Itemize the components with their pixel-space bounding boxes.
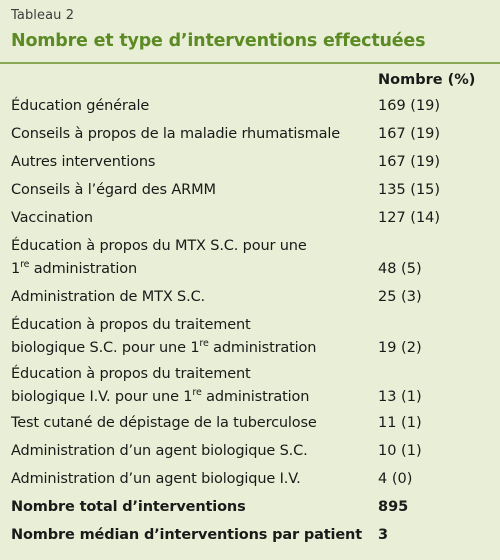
row-value: 4 (0) <box>378 471 413 487</box>
title-divider <box>0 62 500 64</box>
row-value: 13 (1) <box>378 389 422 405</box>
row-value: 11 (1) <box>378 415 422 431</box>
row-value: 169 (19) <box>378 98 441 114</box>
row-label: Nombre total d’interventions <box>11 499 246 515</box>
row-label: Éducation à propos du MTX S.C. pour une … <box>11 235 371 281</box>
row-label-line1: Éducation à propos du traitement <box>11 317 251 333</box>
row-value: 167 (19) <box>378 154 441 170</box>
row-label: Autres interventions <box>11 154 156 170</box>
column-header-nombre: Nombre (%) <box>378 72 476 88</box>
row-label-line2: 1re administration <box>11 259 138 277</box>
row-value: 19 (2) <box>378 340 422 356</box>
table-title: Nombre et type d’interventions effectuée… <box>11 31 426 51</box>
row-value: 3 <box>378 527 389 543</box>
row-label: Conseils à l’égard des ARMM <box>11 182 216 198</box>
row-label: Éducation à propos du traitement biologi… <box>11 363 371 409</box>
row-label: Administration d’un agent biologique I.V… <box>11 471 301 487</box>
row-value: 10 (1) <box>378 443 422 459</box>
row-label: Nombre médian d’interventions par patien… <box>11 527 363 543</box>
row-value: 48 (5) <box>378 261 422 277</box>
row-label-line2: biologique S.C. pour une 1re administrat… <box>11 338 317 356</box>
row-label: Éducation à propos du traitement biologi… <box>11 314 371 360</box>
row-label: Vaccination <box>11 210 93 226</box>
row-label: Test cutané de dépistage de la tuberculo… <box>11 415 317 431</box>
row-value: 135 (15) <box>378 182 441 198</box>
row-value: 895 <box>378 499 409 515</box>
row-label: Conseils à propos de la maladie rhumatis… <box>11 126 341 142</box>
row-value: 167 (19) <box>378 126 441 142</box>
row-label-line1: Éducation à propos du traitement <box>11 366 251 382</box>
row-label: Éducation générale <box>11 98 150 114</box>
table-label: Tableau 2 <box>11 8 75 23</box>
row-value: 25 (3) <box>378 289 422 305</box>
row-label-line2: biologique I.V. pour une 1re administrat… <box>11 387 310 405</box>
row-value: 127 (14) <box>378 210 441 226</box>
row-label-line1: Éducation à propos du MTX S.C. pour une <box>11 238 307 254</box>
row-label: Administration de MTX S.C. <box>11 289 206 305</box>
row-label: Administration d’un agent biologique S.C… <box>11 443 308 459</box>
